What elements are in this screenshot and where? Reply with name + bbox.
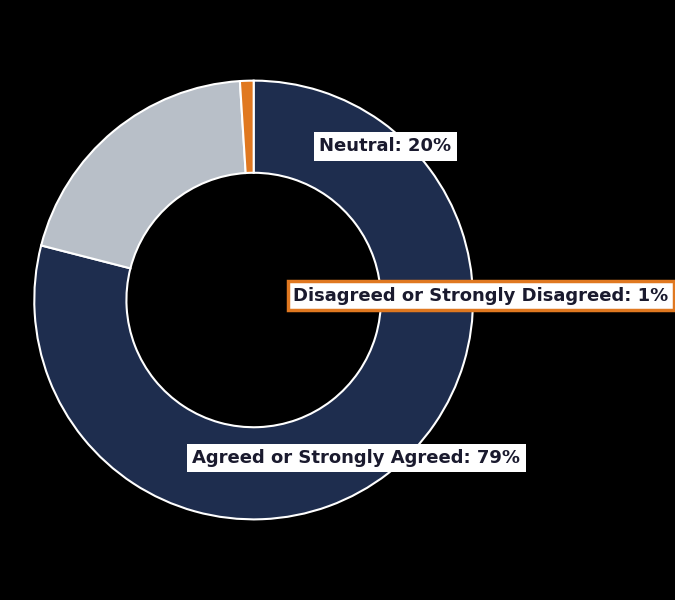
Wedge shape [41, 81, 246, 268]
Text: Disagreed or Strongly Disagreed: 1%: Disagreed or Strongly Disagreed: 1% [293, 287, 668, 305]
Text: Neutral: 20%: Neutral: 20% [319, 137, 452, 155]
Text: Agreed or Strongly Agreed: 79%: Agreed or Strongly Agreed: 79% [192, 449, 520, 467]
Wedge shape [34, 80, 473, 520]
Wedge shape [240, 80, 254, 173]
